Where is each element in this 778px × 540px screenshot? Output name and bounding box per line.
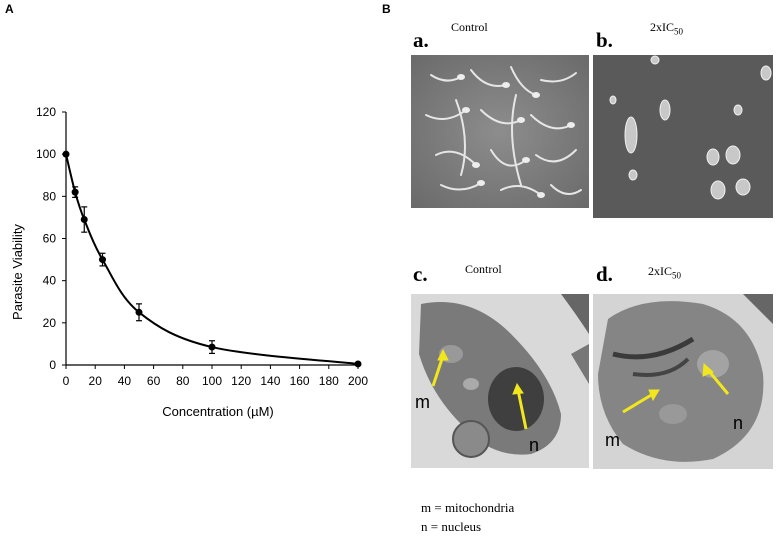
x-tick-label: 0	[63, 374, 70, 388]
tem-c-label-n: n	[529, 435, 539, 455]
y-tick-label: 100	[36, 147, 56, 161]
data-point	[135, 308, 143, 316]
x-tick-label: 20	[89, 374, 103, 388]
tem-c-label-m: m	[415, 392, 430, 412]
panel-b-label: B	[382, 2, 391, 16]
y-tick-label: 80	[43, 189, 57, 203]
series-line	[65, 153, 359, 365]
y-tick-label: 60	[43, 232, 57, 246]
x-tick-label: 160	[290, 374, 310, 388]
viability-chart: Parasite Viability Concentration (µM) 0 2…	[10, 105, 368, 419]
tem-d-label-n: n	[733, 413, 743, 433]
micrograph-d-letter: d.	[596, 262, 613, 286]
micrograph-b-title: 2xIC50	[650, 20, 683, 37]
y-tick-label: 40	[43, 274, 57, 288]
y-tick-label: 120	[36, 105, 56, 119]
x-tick-label: 100	[202, 374, 222, 388]
tem-d-label-m: m	[605, 430, 620, 450]
x-tick-label: 120	[231, 374, 251, 388]
x-tick-label: 60	[147, 374, 161, 388]
data-point	[62, 150, 70, 158]
legend-nucleus: n = nucleus	[421, 519, 482, 534]
micrograph-b-letter: b.	[596, 28, 613, 52]
micrograph-c-title: Control	[465, 262, 502, 276]
x-tick-label: 40	[118, 374, 132, 388]
x-axis-label: Concentration (µM)	[162, 404, 274, 419]
micrograph-a-letter: a.	[413, 28, 429, 52]
tem-control-image: m n	[411, 294, 589, 468]
x-tick-label: 200	[348, 374, 368, 388]
y-tick-label: 20	[43, 316, 57, 330]
legend-mitochondria: m = mitochondria	[421, 500, 515, 515]
micrograph-d-title: 2xIC50	[648, 264, 681, 281]
data-point	[208, 343, 216, 351]
tem-treated-image: m n	[593, 294, 773, 469]
panel-a-label: A	[5, 2, 14, 16]
y-axis-label: Parasite Viability	[10, 224, 25, 320]
micrograph-a-title: Control	[451, 20, 488, 34]
sem-treated-image	[593, 55, 773, 218]
data-point	[354, 360, 362, 368]
x-tick-label: 140	[260, 374, 280, 388]
data-point	[80, 216, 88, 224]
sem-control-image	[411, 55, 589, 208]
x-tick-label: 180	[319, 374, 339, 388]
data-point	[99, 256, 106, 264]
micrograph-c-letter: c.	[413, 262, 428, 286]
x-tick-label: 80	[176, 374, 190, 388]
y-tick-label: 0	[49, 358, 56, 372]
data-point	[71, 188, 79, 196]
